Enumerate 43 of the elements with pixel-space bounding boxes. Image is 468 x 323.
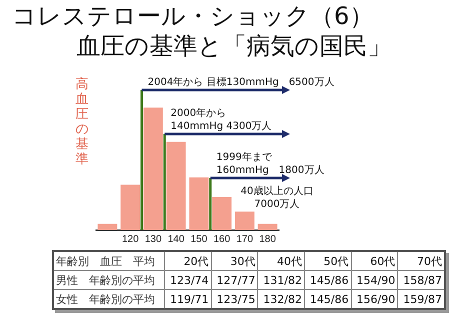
- x-tick-label: 170: [236, 234, 254, 245]
- text: 50代: [304, 251, 352, 270]
- text: 男性 年齢別の平均: [53, 270, 165, 290]
- text: 158/87: [398, 270, 445, 290]
- text: 127/77: [211, 270, 258, 290]
- bar: [166, 142, 186, 230]
- x-tick-label: 180: [259, 234, 276, 245]
- chart-title: コレステロール・ショック（6）: [12, 1, 374, 32]
- text: 132/82: [258, 290, 304, 309]
- bar: [98, 224, 118, 230]
- ref-line-label: 2004年から 目標130mmHg 6500万人: [148, 76, 334, 88]
- x-tick-label: 150: [190, 234, 208, 245]
- text: 145/86: [304, 270, 352, 290]
- text: 119/71: [164, 290, 212, 309]
- text: 20代: [164, 251, 212, 270]
- text: 70代: [398, 251, 445, 270]
- x-tick-label: 140: [168, 234, 185, 245]
- text: 154/90: [351, 270, 398, 290]
- ref-line-label: 2000年から 140mmHg 4300万人: [170, 107, 272, 132]
- text: 123/75: [211, 290, 258, 309]
- bar: [234, 212, 254, 230]
- text: 女性 年齢別の平均: [53, 290, 165, 309]
- bar: [143, 108, 163, 230]
- chart-subtitle: 血圧の基準と「病気の国民」: [76, 31, 392, 62]
- x-tick-label: 130: [144, 234, 162, 245]
- x-tick-label: 160: [213, 234, 231, 245]
- text: 145/86: [304, 290, 352, 309]
- bar: [189, 177, 209, 230]
- text: 159/87: [398, 290, 445, 309]
- y-axis-title: 高血圧の基準: [76, 76, 88, 167]
- text: 60代: [351, 251, 398, 270]
- text: 30代: [211, 251, 258, 270]
- bar: [212, 196, 232, 230]
- text: 131/82: [258, 270, 304, 290]
- bar: [120, 184, 140, 230]
- bar: [258, 224, 278, 230]
- text: 40代: [258, 251, 304, 270]
- x-tick-label: 120: [122, 234, 140, 245]
- annotation: 40歳以上の人口 7000万人: [240, 185, 314, 210]
- text: 年齢別 血圧 平均: [53, 251, 165, 270]
- text: 156/90: [351, 290, 398, 309]
- text: 123/74: [164, 270, 212, 290]
- ref-line-label: 1999年まで 160mmHg 1800万人: [216, 151, 324, 176]
